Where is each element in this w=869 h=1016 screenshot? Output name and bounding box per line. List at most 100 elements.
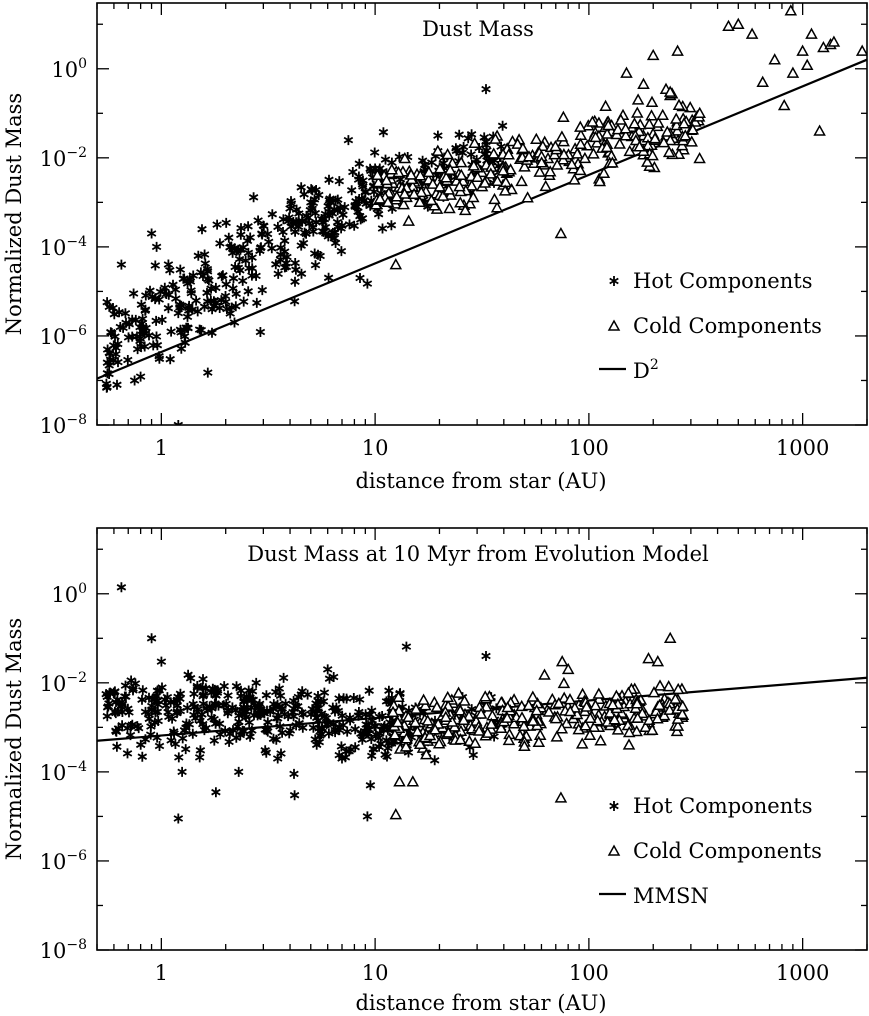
cold-component-point <box>533 728 547 740</box>
hot-component-point <box>137 313 148 324</box>
cold-component-point <box>633 140 646 152</box>
cold-component-point <box>662 145 676 158</box>
x-tick-label: 1 <box>155 961 168 985</box>
hot-component-point <box>310 734 320 745</box>
y-tick-label: 10−6 <box>40 323 87 349</box>
cold-component-point <box>420 748 433 760</box>
cold-component-point <box>574 120 587 132</box>
hot-component-point <box>243 247 254 258</box>
cold-component-point <box>402 214 415 226</box>
hot-component-point <box>215 729 225 740</box>
cold-component-point <box>521 191 534 203</box>
hot-component-point <box>369 147 380 158</box>
hot-component-point <box>193 704 203 715</box>
cold-component-point <box>397 198 410 210</box>
cold-component-point <box>639 720 652 733</box>
hot-component-point <box>307 704 318 715</box>
cold-component-point <box>611 123 625 135</box>
hot-component-point <box>140 734 151 745</box>
hot-component-point <box>366 705 377 716</box>
y-axis-label: Normalized Dust Mass <box>2 93 26 335</box>
cold-component-point <box>472 724 486 736</box>
hot-component-point <box>174 752 184 763</box>
cold-component-point <box>389 808 403 820</box>
cold-component-point <box>663 631 677 644</box>
cold-component-point <box>676 707 689 720</box>
x-tick-label: 100 <box>569 961 609 985</box>
hot-component-point <box>197 224 207 235</box>
hot-component-point <box>215 238 225 249</box>
hot-component-point <box>181 722 191 733</box>
cold-component-point <box>571 147 584 159</box>
cold-component-point <box>610 689 623 701</box>
cold-component-point <box>583 728 597 740</box>
hot-component-point <box>314 190 324 200</box>
cold-component-point <box>768 53 781 65</box>
hot-component-point <box>336 741 347 752</box>
hot-component-point <box>183 305 194 316</box>
hot-component-point <box>350 724 360 735</box>
cold-component-point <box>526 714 540 726</box>
hot-component-point <box>257 285 268 296</box>
hot-component-point <box>298 709 309 720</box>
cold-component-point <box>786 66 800 78</box>
hot-component-point <box>154 685 165 696</box>
cold-component-point <box>478 176 492 188</box>
cold-component-point <box>653 698 666 711</box>
cold-component-point <box>436 189 450 201</box>
cold-component-point <box>441 147 454 160</box>
hot-component-point <box>278 227 288 237</box>
cold-component-point <box>458 203 472 216</box>
cold-component-point <box>455 168 468 180</box>
hot-component-point <box>481 140 491 150</box>
legend-label: MMSN <box>633 884 709 908</box>
cold-component-point <box>661 125 674 137</box>
hot-component-point <box>256 242 266 253</box>
hot-component-point <box>374 711 385 722</box>
hot-component-point <box>243 221 253 232</box>
cold-component-point <box>587 720 601 732</box>
cold-component-point <box>554 226 568 239</box>
cold-component-point <box>602 118 615 131</box>
hot-component-point <box>355 214 366 225</box>
hot-component-point <box>198 674 208 685</box>
hot-component-point <box>146 721 156 732</box>
hot-component-point <box>242 235 253 246</box>
hot-component-point <box>318 696 329 707</box>
cold-component-point <box>651 655 665 667</box>
cold-component-point <box>454 196 467 208</box>
hot-component-point <box>454 129 464 140</box>
cold-component-point <box>496 164 510 176</box>
hot-component-point <box>123 703 133 714</box>
cold-component-point <box>517 719 531 731</box>
hot-component-point <box>173 813 184 824</box>
hot-component-point <box>135 371 146 382</box>
cold-component-point <box>522 698 535 711</box>
hot-component-point <box>210 297 221 308</box>
cold-component-point <box>430 700 444 712</box>
hot-component-point <box>362 811 373 822</box>
legend: Hot Components Cold Components MMSN <box>599 794 822 908</box>
hot-component-point <box>194 324 205 335</box>
hot-component-point <box>146 701 157 711</box>
cold-component-point <box>398 151 412 164</box>
hot-component-point <box>202 287 212 298</box>
cold-component-point <box>628 117 641 129</box>
hot-component-point <box>172 700 183 711</box>
hot-component-point <box>127 719 138 730</box>
hot-component-point <box>245 731 255 742</box>
cold-component-point <box>555 130 569 142</box>
cold-component-point <box>550 158 564 170</box>
hot-component-point <box>278 214 289 225</box>
hot-component-point <box>247 725 257 736</box>
y-tick-label: 100 <box>51 581 87 607</box>
hot-component-point <box>318 217 328 228</box>
hot-component-point <box>229 317 240 328</box>
hot-component-point <box>376 739 386 749</box>
hot-component-point <box>289 703 299 714</box>
hot-component-point <box>345 712 355 723</box>
cold-component-point <box>381 195 395 208</box>
hot-component-point <box>161 700 171 711</box>
hot-component-point <box>162 692 173 703</box>
cold-component-point <box>409 702 423 714</box>
